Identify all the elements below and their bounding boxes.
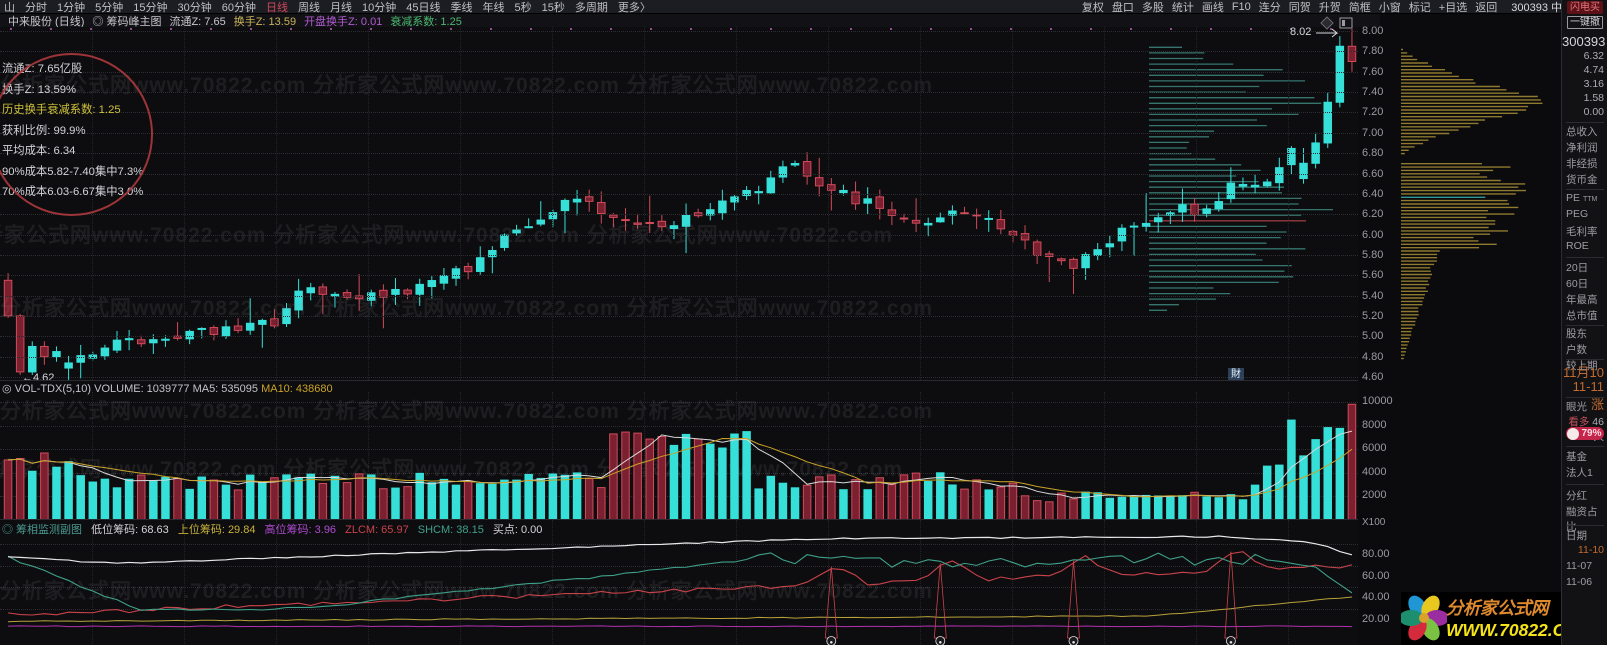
svg-text:●: ● <box>1229 640 1233 645</box>
svg-text:●: ● <box>829 640 833 645</box>
svg-text:●: ● <box>1072 640 1076 645</box>
svg-text:●: ● <box>938 640 942 645</box>
